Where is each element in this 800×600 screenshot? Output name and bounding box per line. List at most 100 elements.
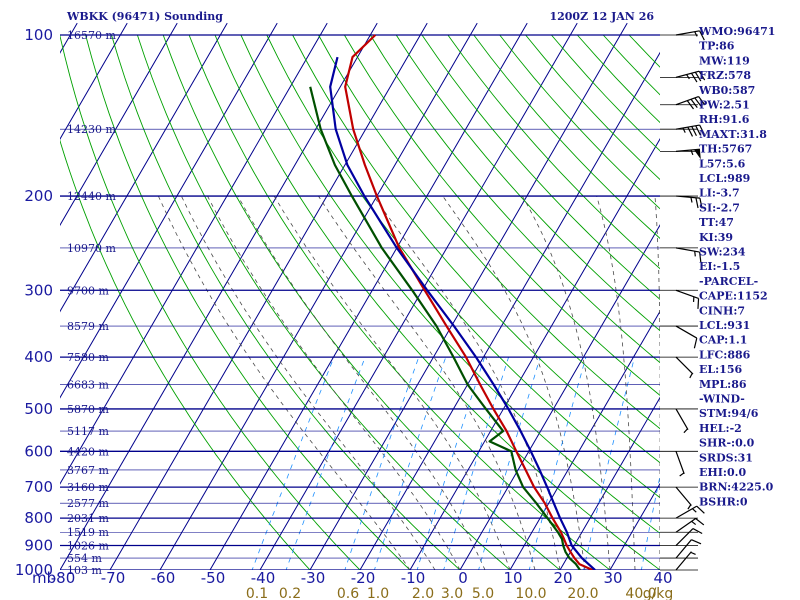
- dewpoint-trace: [309, 86, 581, 570]
- isotherm-line: [60, 22, 328, 485]
- dry-adiabat-line: [292, 34, 660, 464]
- height-label: 3767 m: [67, 464, 109, 477]
- stability-index: MAXT:31.8: [699, 128, 767, 141]
- temperature-tick-label: -10: [401, 569, 426, 587]
- wind-barb-flag: [695, 197, 699, 209]
- wind-barb-staff: [675, 247, 700, 253]
- temperature-tick-label: -60: [151, 569, 176, 587]
- wind-barb-flag: [687, 126, 694, 137]
- temperature-axis: mb-80 -70 -60 -50 -40 -30 -20 -10 0 10 20 30 40: [32, 569, 673, 587]
- wind-barb-half-flag: [687, 504, 692, 510]
- wind-barb-half-flag: [686, 74, 690, 80]
- wind-barb-flag: [686, 100, 694, 110]
- isotherm-line: [259, 22, 578, 570]
- temperature-tick-label: -70: [101, 569, 126, 587]
- wind-barb-flag: [698, 70, 706, 81]
- wind-barb: [660, 195, 703, 209]
- stability-index: L57:5.6: [699, 157, 746, 170]
- wind-barb-half-flag: [679, 472, 685, 477]
- stability-index: -WIND-: [699, 393, 745, 406]
- wind-barb: [660, 551, 698, 571]
- dry-adiabat-line: [369, 34, 660, 364]
- isotherm-line: [209, 22, 528, 570]
- height-label: 3160 m: [67, 481, 109, 494]
- dry-adiabat-line: [266, 34, 660, 499]
- pressure-tick-label: 800: [24, 509, 53, 527]
- stability-index: LFC:886: [699, 348, 751, 361]
- wind-barb-half-flag: [690, 197, 693, 203]
- pressure-tick-label: 1000: [15, 561, 53, 579]
- wind-barb: [660, 486, 698, 510]
- mixing-ratio-line: [285, 356, 366, 570]
- dry-adiabat-line: [85, 34, 411, 570]
- moist-adiabat-line: [654, 196, 660, 570]
- wind-barb-flag: [690, 72, 698, 83]
- pressure-tick-label: 400: [24, 348, 53, 366]
- mixing-ratio-line: [373, 356, 447, 570]
- mixing-ratio-tick-label: g/kg: [643, 586, 674, 600]
- pressure-tick-label: 500: [24, 400, 53, 418]
- stability-index: EL:156: [699, 363, 742, 376]
- background-grid: [60, 22, 660, 570]
- chart-title: WBKK (96471) Sounding: [66, 10, 223, 23]
- wind-barb: [660, 124, 705, 137]
- wind-barb-flag: [699, 198, 703, 209]
- stability-index: SW:234: [699, 246, 746, 259]
- height-label: 1026 m: [67, 540, 109, 553]
- wind-barb: [660, 148, 701, 160]
- height-label: 5117 m: [67, 425, 109, 438]
- wind-barb-flag: [698, 96, 706, 106]
- wind-barb: [660, 325, 698, 349]
- temperature-tick-label: -50: [201, 569, 226, 587]
- height-label: 8579 m: [67, 320, 109, 333]
- chart-timestamp: 1200Z 12 JAN 26: [549, 10, 654, 23]
- dry-adiabat-line: [60, 34, 361, 570]
- stability-index: MW:119: [699, 54, 750, 67]
- wind-barb-flag: [694, 97, 702, 107]
- mixing-ratio-tick-label: 40.0: [625, 586, 656, 600]
- wind-barb-flag: [694, 71, 702, 82]
- wind-barb: [660, 450, 698, 477]
- wind-barb-half-flag: [694, 251, 696, 257]
- x-unit-label: mb: [32, 569, 56, 587]
- wind-barb: [660, 356, 698, 379]
- dry-adiabat-line: [162, 34, 561, 570]
- mixing-ratio-tick-label: 2.0: [412, 586, 434, 600]
- wind-barb-staff: [675, 505, 698, 519]
- wind-barb: [660, 539, 702, 559]
- mixing-ratio-tick-label: 20.0: [567, 586, 598, 600]
- wind-barb-staff: [675, 486, 692, 506]
- dry-adiabat-line: [188, 34, 611, 570]
- mixing-ratio-line: [344, 356, 420, 570]
- stability-index: PW:2.51: [699, 99, 750, 112]
- wind-barb-flag: [690, 98, 698, 108]
- stability-index: STM:94/6: [699, 407, 759, 420]
- wind-barb-flag: [699, 124, 705, 135]
- wind-barb-staff: [675, 356, 694, 375]
- height-label: 2577 m: [67, 497, 109, 510]
- dry-adiabat-line: [136, 34, 511, 570]
- pressure-axis: 100 200 300 400 500 600 700 800 900 1000: [15, 26, 53, 579]
- wind-barb-half-flag: [690, 149, 694, 156]
- dry-adiabat-line: [395, 34, 660, 332]
- isotherm-line: [109, 22, 428, 570]
- isotherm-line: [309, 22, 628, 570]
- moist-adiabat-line: [521, 195, 611, 570]
- temperature-tick-label: 30: [603, 569, 622, 587]
- stability-index: LI:-3.7: [699, 187, 740, 200]
- stability-index: SHR-:0.0: [699, 437, 755, 450]
- wind-barb-staff: [675, 539, 692, 559]
- isotherm-line: [359, 51, 660, 570]
- dry-adiabat-line: [60, 139, 311, 570]
- pressure-tick-label: 900: [24, 537, 53, 555]
- height-label: 5870 m: [67, 403, 109, 416]
- stability-index: CAP:1.1: [699, 334, 747, 347]
- wind-barb: [660, 247, 702, 263]
- wind-barb-flag: [692, 528, 703, 535]
- wind-barb-staff: [675, 451, 685, 475]
- stability-index: CINH:7: [699, 304, 745, 317]
- temperature-tick-label: -40: [251, 569, 276, 587]
- wind-barb-flag: [699, 251, 702, 263]
